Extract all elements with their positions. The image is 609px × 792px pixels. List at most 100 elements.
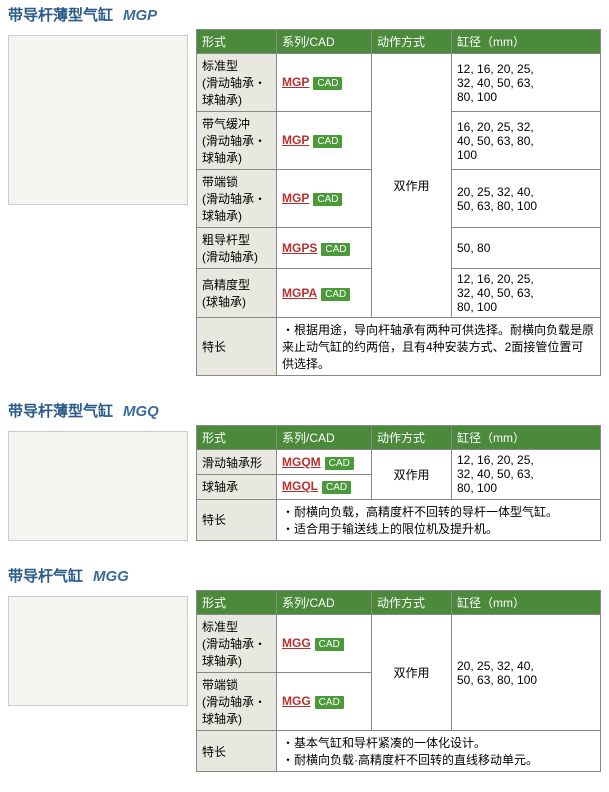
- cell-form: 标准型(滑动轴承・球轴承): [197, 54, 277, 112]
- cad-badge[interactable]: CAD: [321, 288, 350, 301]
- cell-series: MGQL CAD: [277, 474, 372, 499]
- th-bore: 缸径（mm）: [452, 591, 601, 615]
- cell-bore: 12, 16, 20, 25,32, 40, 50, 63,80, 100: [452, 450, 601, 499]
- cell-form: 带端锁(滑动轴承・球轴承): [197, 673, 277, 731]
- table-row: 标准型(滑动轴承・球轴承)MGPCAD双作用12, 16, 20, 25,32,…: [197, 54, 601, 112]
- cell-series: MGP CAD: [277, 170, 372, 228]
- th-action: 动作方式: [372, 426, 452, 450]
- cell-feature: 基本气缸和导杆紧凑的一体化设计。耐横向负载·高精度杆不回转的直线移动单元。: [277, 731, 601, 772]
- product-image-box: [8, 35, 188, 205]
- cell-form: 标准型(滑动轴承・球轴承): [197, 615, 277, 673]
- feature-item: 耐横向负载，高精度杆不回转的导杆一体型气缸。: [282, 503, 595, 520]
- series-link[interactable]: MGQL: [282, 479, 318, 493]
- section-body: 形式系列/CAD动作方式缸径（mm）标准型(滑动轴承・球轴承)MGPCAD双作用…: [0, 29, 609, 376]
- cell-feature: 根据用途，导向杆轴承有两种可供选择。耐横向负载是原来止动气缸的约两倍，且有4种安…: [277, 318, 601, 376]
- feature-item: 耐横向负载·高精度杆不回转的直线移动单元。: [282, 751, 595, 768]
- cell-form: 带气缓冲(滑动轴承・球轴承): [197, 112, 277, 170]
- cell-form: 高精度型(球轴承): [197, 269, 277, 318]
- product-image-box: [8, 596, 188, 706]
- series-link[interactable]: MGP: [282, 191, 309, 205]
- cell-feature: 耐横向负载，高精度杆不回转的导杆一体型气缸。适合用于输送线上的限位机及提升机。: [277, 499, 601, 540]
- product-image: [8, 29, 188, 376]
- cad-badge[interactable]: CAD: [315, 638, 344, 651]
- cell-bore: 20, 25, 32, 40,50, 63, 80, 100: [452, 170, 601, 228]
- cad-badge[interactable]: CAD: [313, 193, 342, 206]
- th-form: 形式: [197, 591, 277, 615]
- feature-item: 根据用途，导向杆轴承有两种可供选择。耐横向负载是原来止动气缸的约两倍，且有4种安…: [282, 321, 595, 372]
- cell-feature-label: 特长: [197, 318, 277, 376]
- section-model: MGG: [93, 568, 129, 585]
- spec-table: 形式系列/CAD动作方式缸径（mm）标准型(滑动轴承・球轴承)MGPCAD双作用…: [196, 29, 601, 376]
- feature-row: 特长基本气缸和导杆紧凑的一体化设计。耐横向负载·高精度杆不回转的直线移动单元。: [197, 731, 601, 772]
- cell-action: 双作用: [372, 615, 452, 731]
- cell-series: MGP CAD: [277, 112, 372, 170]
- section: 带导杆气缸MGG形式系列/CAD动作方式缸径（mm）标准型(滑动轴承・球轴承)M…: [0, 561, 609, 772]
- cad-badge[interactable]: CAD: [322, 481, 351, 494]
- feature-row: 特长根据用途，导向杆轴承有两种可供选择。耐横向负载是原来止动气缸的约两倍，且有4…: [197, 318, 601, 376]
- series-link[interactable]: MGQM: [282, 455, 321, 469]
- table-row: 标准型(滑动轴承・球轴承)MGGCAD双作用20, 25, 32, 40,50,…: [197, 615, 601, 673]
- cell-action: 双作用: [372, 450, 452, 499]
- section-title: 带导杆薄型气缸: [8, 400, 113, 421]
- cell-feature-label: 特长: [197, 731, 277, 772]
- th-action: 动作方式: [372, 591, 452, 615]
- cell-form: 球轴承: [197, 474, 277, 499]
- series-link[interactable]: MGPS: [282, 241, 317, 255]
- cell-series: MGQM CAD: [277, 450, 372, 475]
- product-image: [8, 590, 188, 772]
- cell-series: MGG CAD: [277, 673, 372, 731]
- th-bore: 缸径（mm）: [452, 426, 601, 450]
- series-link[interactable]: MGG: [282, 694, 311, 708]
- cell-form: 粗导杆型(滑动轴承): [197, 228, 277, 269]
- cell-series: MGP CAD: [277, 54, 372, 112]
- cell-action: 双作用: [372, 54, 452, 318]
- cad-badge[interactable]: CAD: [321, 243, 350, 256]
- th-form: 形式: [197, 426, 277, 450]
- product-image: [8, 425, 188, 541]
- table-row: 滑动轴承形MGQMCAD双作用12, 16, 20, 25,32, 40, 50…: [197, 450, 601, 475]
- feature-row: 特长耐横向负载，高精度杆不回转的导杆一体型气缸。适合用于输送线上的限位机及提升机…: [197, 499, 601, 540]
- section-model: MGQ: [123, 403, 159, 420]
- cell-series: MGPA CAD: [277, 269, 372, 318]
- cell-series: MGG CAD: [277, 615, 372, 673]
- cell-form: 滑动轴承形: [197, 450, 277, 475]
- section: 带导杆薄型气缸MGP形式系列/CAD动作方式缸径（mm）标准型(滑动轴承・球轴承…: [0, 0, 609, 376]
- cell-bore: 20, 25, 32, 40,50, 63, 80, 100: [452, 615, 601, 731]
- feature-list: 基本气缸和导杆紧凑的一体化设计。耐横向负载·高精度杆不回转的直线移动单元。: [282, 734, 595, 768]
- cad-badge[interactable]: CAD: [313, 77, 342, 90]
- cad-badge[interactable]: CAD: [313, 135, 342, 148]
- cell-series: MGPS CAD: [277, 228, 372, 269]
- spec-table: 形式系列/CAD动作方式缸径（mm）滑动轴承形MGQMCAD双作用12, 16,…: [196, 425, 601, 541]
- th-series: 系列/CAD: [277, 591, 372, 615]
- th-series: 系列/CAD: [277, 30, 372, 54]
- cell-bore: 50, 80: [452, 228, 601, 269]
- series-link[interactable]: MGP: [282, 75, 309, 89]
- section-header: 带导杆气缸MGG: [0, 561, 609, 590]
- cad-badge[interactable]: CAD: [315, 696, 344, 709]
- section-title: 带导杆薄型气缸: [8, 4, 113, 25]
- section-body: 形式系列/CAD动作方式缸径（mm）标准型(滑动轴承・球轴承)MGGCAD双作用…: [0, 590, 609, 772]
- th-action: 动作方式: [372, 30, 452, 54]
- series-link[interactable]: MGP: [282, 133, 309, 147]
- th-bore: 缸径（mm）: [452, 30, 601, 54]
- spec-table: 形式系列/CAD动作方式缸径（mm）标准型(滑动轴承・球轴承)MGGCAD双作用…: [196, 590, 601, 772]
- cell-form: 带端锁(滑动轴承・球轴承): [197, 170, 277, 228]
- table-header-row: 形式系列/CAD动作方式缸径（mm）: [197, 30, 601, 54]
- table-header-row: 形式系列/CAD动作方式缸径（mm）: [197, 426, 601, 450]
- cad-badge[interactable]: CAD: [325, 457, 354, 470]
- series-link[interactable]: MGPA: [282, 286, 317, 300]
- feature-list: 根据用途，导向杆轴承有两种可供选择。耐横向负载是原来止动气缸的约两倍，且有4种安…: [282, 321, 595, 372]
- cell-feature-label: 特长: [197, 499, 277, 540]
- section-body: 形式系列/CAD动作方式缸径（mm）滑动轴承形MGQMCAD双作用12, 16,…: [0, 425, 609, 541]
- series-link[interactable]: MGG: [282, 636, 311, 650]
- cell-bore: 12, 16, 20, 25,32, 40, 50, 63,80, 100: [452, 54, 601, 112]
- section-header: 带导杆薄型气缸 MGP: [0, 0, 609, 29]
- th-form: 形式: [197, 30, 277, 54]
- table-header-row: 形式系列/CAD动作方式缸径（mm）: [197, 591, 601, 615]
- th-series: 系列/CAD: [277, 426, 372, 450]
- section: 带导杆薄型气缸MGQ形式系列/CAD动作方式缸径（mm）滑动轴承形MGQMCAD…: [0, 396, 609, 541]
- feature-item: 基本气缸和导杆紧凑的一体化设计。: [282, 734, 595, 751]
- section-model: MGP: [123, 7, 157, 24]
- section-header: 带导杆薄型气缸 MGQ: [0, 396, 609, 425]
- cell-bore: 12, 16, 20, 25,32, 40, 50, 63,80, 100: [452, 269, 601, 318]
